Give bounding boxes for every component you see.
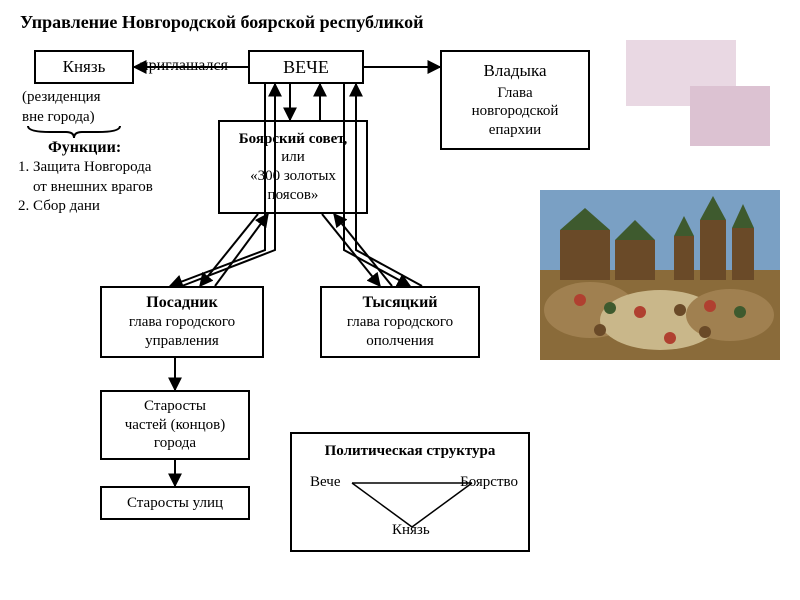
label-invited: приглашался: [140, 56, 228, 77]
functions-list: 1. Защита Новгорода от внешних врагов 2.…: [18, 158, 153, 217]
node-tysyatsky-title: Тысяцкий: [363, 293, 438, 313]
node-veche-label: ВЕЧЕ: [283, 56, 329, 79]
node-knyaz-label: Князь: [63, 56, 106, 77]
functions-heading: Функции:: [48, 138, 121, 159]
node-posadnik-sub: глава городского управления: [129, 313, 235, 351]
node-knyaz: Князь: [34, 50, 134, 84]
polit-v1: Вече: [310, 473, 341, 492]
diagram-title: Управление Новгородской боярской республ…: [20, 12, 424, 33]
decor-square-2: [690, 86, 770, 146]
polit-struct-title: Политическая структура: [325, 442, 496, 461]
node-tysyatsky: Тысяцкий глава городского ополчения: [320, 286, 480, 358]
node-sovet-sub: или «300 золотых поясов»: [250, 148, 336, 204]
node-tysyatsky-sub: глава городского ополчения: [347, 313, 453, 351]
node-sovet: Боярский совет, или «300 золотых поясов»: [218, 120, 368, 214]
painting-image: [540, 190, 780, 360]
node-posadnik: Посадник глава городского управления: [100, 286, 264, 358]
node-vladyka-title: Владыка: [484, 60, 547, 81]
polit-v3: Князь: [392, 521, 430, 540]
node-posadnik-title: Посадник: [146, 293, 218, 313]
node-sovet-title: Боярский совет,: [239, 130, 347, 149]
label-residence: (резиденция вне города): [22, 88, 101, 127]
node-starosty-ulits: Старосты улиц: [100, 486, 250, 520]
node-vladyka-sub: Глава новгородской епархии: [472, 84, 559, 140]
node-starosty-ulits-text: Старосты улиц: [127, 494, 223, 513]
node-veche: ВЕЧЕ: [248, 50, 364, 84]
node-vladyka: Владыка Глава новгородской епархии: [440, 50, 590, 150]
node-starosty-kontsov-text: Старосты частей (концов) города: [125, 397, 226, 453]
polit-v2: Боярство: [460, 473, 518, 492]
node-starosty-kontsov: Старосты частей (концов) города: [100, 390, 250, 460]
node-polit-struct: Политическая структура Вече Боярство Кня…: [290, 432, 530, 552]
